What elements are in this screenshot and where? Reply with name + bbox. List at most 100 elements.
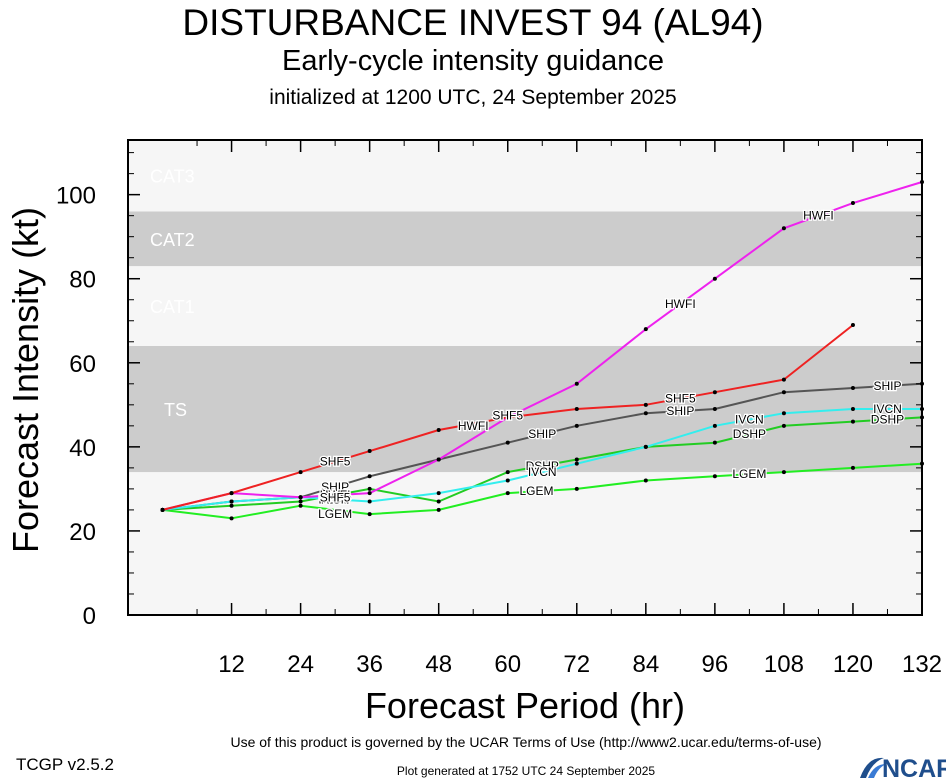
series-label-ivcn: IVCN xyxy=(528,465,557,479)
series-label-hwfi: HWFI xyxy=(320,488,351,502)
data-point-lgem xyxy=(436,507,441,512)
series-label-ship: SHIP xyxy=(666,404,694,418)
band-cat1 xyxy=(128,266,922,346)
series-label-lgem: LGEM xyxy=(519,484,553,498)
data-point-dshp xyxy=(712,440,717,445)
x-tick-labels: 12 24 36 48 60 72 84 96 108 120 132 xyxy=(218,651,942,678)
data-point-lgem xyxy=(712,474,717,479)
data-point-ivcn xyxy=(643,444,648,449)
series-line-ivcn xyxy=(162,408,922,511)
data-point-ivcn xyxy=(436,491,441,496)
data-point-ship xyxy=(574,423,579,428)
y-tick-label: 100 xyxy=(56,183,96,210)
series-label-ship: SHIP xyxy=(873,379,901,393)
y-tick-label: 40 xyxy=(69,435,96,462)
series-label-shf5: SHF5 xyxy=(320,490,351,504)
data-point-hwfi xyxy=(850,201,855,206)
data-point-dshp xyxy=(574,457,579,462)
data-point-ship xyxy=(781,390,786,395)
data-point-dshp xyxy=(850,419,855,424)
data-point-lgem xyxy=(298,503,303,508)
axis-ticks xyxy=(128,140,923,616)
data-point-lgem xyxy=(850,465,855,470)
data-point-ship xyxy=(643,411,648,416)
data-point-hwfi xyxy=(574,381,579,386)
series-label-ship: SHIP xyxy=(321,480,349,494)
data-point-ship xyxy=(505,440,510,445)
series-label-shf5: SHF5 xyxy=(320,455,351,469)
series-line-lgem xyxy=(162,462,923,520)
series-labels: LGEMLGEMLGEMDSHPDSHPDSHPDSHPSHIPSHIPSHIP… xyxy=(317,207,906,522)
x-tick-label: 12 xyxy=(218,651,245,678)
x-tick-label: 96 xyxy=(702,651,729,678)
data-point-shf5 xyxy=(160,507,165,512)
data-point-ivcn xyxy=(229,499,234,504)
series-line-dshp xyxy=(162,416,923,511)
series-label-shf5: SHF5 xyxy=(492,408,523,422)
chart-subtitle: Early-cycle intensity guidance xyxy=(281,45,664,77)
series-label-ivcn: IVCN xyxy=(321,492,350,506)
data-point-shf5 xyxy=(850,322,855,327)
band-label-cat1: CAT1 xyxy=(150,297,195,317)
data-point-dshp xyxy=(229,503,234,508)
data-point-ivcn xyxy=(781,411,786,416)
data-point-hwfi xyxy=(367,491,372,496)
data-point-lgem xyxy=(505,491,510,496)
x-tick-label: 36 xyxy=(356,651,383,678)
data-point-dshp xyxy=(505,470,510,475)
data-point-shf5 xyxy=(781,377,786,382)
y-tick-label: 20 xyxy=(69,519,96,546)
data-point-hwfi xyxy=(436,457,441,462)
x-axis-label: Forecast Period (hr) xyxy=(365,685,685,726)
data-point-hwfi xyxy=(298,495,303,500)
series-label-hwfi: HWFI xyxy=(458,419,489,433)
data-point-shf5 xyxy=(505,415,510,420)
series-label-lgem: LGEM xyxy=(318,507,352,521)
ncar-logo: NCAR xyxy=(860,755,946,780)
data-point-lgem xyxy=(643,478,648,483)
band-cat3 xyxy=(128,140,922,212)
generated-time: Plot generated at 1752 UTC 24 September … xyxy=(396,764,656,778)
intensity-bands xyxy=(128,140,922,615)
data-point-shf5 xyxy=(712,390,717,395)
data-point-lgem xyxy=(229,516,234,521)
x-tick-label: 60 xyxy=(494,651,521,678)
data-point-shf5 xyxy=(229,491,234,496)
y-tick-label: 60 xyxy=(69,351,96,378)
y-tick-label: 0 xyxy=(83,603,96,630)
data-point-ivcn xyxy=(505,478,510,483)
band-label-cat3: CAT3 xyxy=(150,167,195,187)
y-axis-label: Forecast Intensity (kt) xyxy=(5,207,46,553)
initialization-time: initialized at 1200 UTC, 24 September 20… xyxy=(269,86,677,109)
logo-text: NCAR xyxy=(882,755,946,780)
data-point-ivcn xyxy=(367,499,372,504)
data-point-ship xyxy=(850,386,855,391)
data-point-ivcn xyxy=(850,407,855,412)
chart-title: DISTURBANCE INVEST 94 (AL94) xyxy=(182,2,764,43)
band-label-ts: TS xyxy=(164,400,187,420)
band-cat2 xyxy=(128,211,922,267)
data-point-shf5 xyxy=(574,407,579,412)
data-point-ship xyxy=(367,474,372,479)
series-line-hwfi xyxy=(162,181,923,511)
data-point-shf5 xyxy=(436,428,441,433)
data-point-dshp xyxy=(367,486,372,491)
data-point-dshp xyxy=(781,423,786,428)
series-label-dshp: DSHP xyxy=(733,427,766,441)
band-label-cat2: CAT2 xyxy=(150,230,195,250)
data-point-lgem xyxy=(781,470,786,475)
data-point-hwfi xyxy=(643,327,648,332)
intensity-band-labels: TS CAT1 CAT2 CAT3 xyxy=(150,167,195,420)
terms-of-use: Use of this product is governed by the U… xyxy=(230,734,822,750)
data-point-ivcn xyxy=(712,423,717,428)
x-tick-label: 108 xyxy=(764,651,804,678)
series-label-shf5: SHF5 xyxy=(665,392,696,406)
series-label-ship: SHIP xyxy=(528,427,556,441)
data-point-lgem xyxy=(574,486,579,491)
data-point-dshp xyxy=(298,499,303,504)
data-point-shf5 xyxy=(298,470,303,475)
version-label: TCGP v2.5.2 xyxy=(16,755,114,774)
series-label-hwfi: HWFI xyxy=(665,297,696,311)
series-label-ivcn: IVCN xyxy=(735,413,764,427)
